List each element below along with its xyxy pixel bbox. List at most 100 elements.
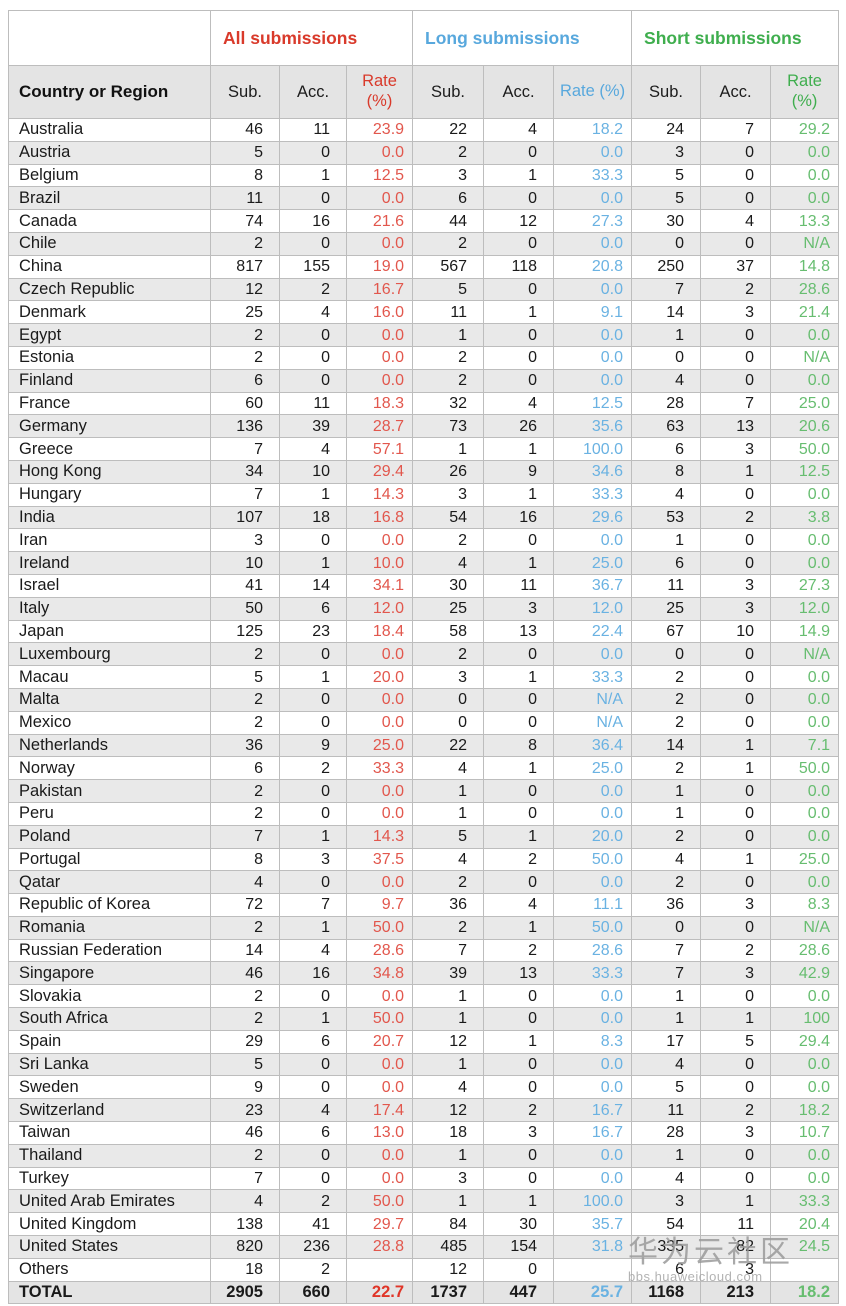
long-sub-cell: 12	[412, 1257, 485, 1282]
all-sub-cell: 2	[210, 687, 280, 712]
all-acc-cell: 18	[279, 505, 347, 530]
all-acc-cell: 1	[279, 824, 347, 849]
all-acc-cell: 6	[279, 1029, 347, 1054]
long-rate-cell: 0.0	[553, 231, 633, 256]
all-sub-cell: 7	[210, 824, 280, 849]
long-rate-cell: 25.7	[553, 1280, 633, 1305]
table-row: Others 18 2 12 0 6 3	[8, 1257, 840, 1282]
short-acc-cell: 0	[700, 482, 772, 507]
long-sub-cell: 1	[412, 984, 485, 1009]
table-row: Italy 50 6 12.0 25 3 12.0 25 3 12.0	[8, 596, 840, 621]
all-acc-cell: 6	[279, 596, 347, 621]
all-acc-cell: 0	[279, 1166, 347, 1191]
table-row: Slovakia 2 0 0.0 1 0 0.0 1 0 0.0	[8, 984, 840, 1009]
long-rate-cell: 0.0	[553, 984, 633, 1009]
all-acc-cell: 0	[279, 1143, 347, 1168]
short-rate-cell: 0.0	[770, 870, 840, 895]
long-sub-cell: 12	[412, 1029, 485, 1054]
long-rate-cell: 0.0	[553, 140, 633, 165]
all-sub-cell: 2	[210, 984, 280, 1009]
country-cell: Finland	[8, 368, 211, 393]
short-rate-cell: 33.3	[770, 1189, 840, 1214]
all-acc-cell: 2	[279, 1257, 347, 1282]
long-rate-cell: 33.3	[553, 163, 633, 188]
short-sub-cell: 2	[631, 687, 702, 712]
short-rate-cell: 12.0	[770, 596, 840, 621]
short-acc-cell: 213	[700, 1280, 772, 1305]
table-row: Luxembourg 2 0 0.0 2 0 0.0 0 0 N/A	[8, 642, 840, 667]
table-row: Malta 2 0 0.0 0 0 N/A 2 0 0.0	[8, 687, 840, 712]
all-rate-cell: 0.0	[345, 186, 414, 211]
short-sub-cell: 36	[631, 893, 702, 917]
short-acc-cell: 0	[700, 779, 772, 803]
all-sub-cell: 107	[210, 505, 280, 530]
country-cell: Netherlands	[8, 733, 211, 758]
short-sub-cell: 14	[631, 733, 702, 758]
long-sub-cell: 58	[412, 619, 485, 644]
long-acc-cell: 11	[483, 573, 555, 598]
long-sub-cell: 567	[412, 254, 485, 279]
long-acc-cell: 0	[483, 345, 555, 370]
country-or-region-header: Country or Region	[8, 65, 211, 119]
all-sub-cell: 2	[210, 642, 280, 667]
short-rate-cell: 24.5	[770, 1235, 840, 1259]
submissions-table: All submissions Long submissions Short s…	[8, 10, 840, 1305]
all-sub-cell: 7	[210, 1166, 280, 1191]
all-sub-cell: 18	[210, 1257, 280, 1282]
all-rate-cell: 0.0	[345, 1143, 414, 1168]
group-header-long-submissions: Long submissions	[412, 10, 633, 66]
long-rate-cell: 16.7	[553, 1098, 633, 1123]
long-rate-cell: 36.4	[553, 733, 633, 758]
short-sub-cell: 30	[631, 209, 702, 233]
short-acc-cell: 1	[700, 756, 772, 781]
all-sub-cell: 12	[210, 277, 280, 302]
all-sub-cell: 5	[210, 140, 280, 165]
short-acc-cell: 0	[700, 1143, 772, 1168]
country-cell: Turkey	[8, 1166, 211, 1191]
long-rate-cell: 9.1	[553, 300, 633, 325]
group-header-row: All submissions Long submissions Short s…	[8, 10, 840, 66]
all-rate-cell: 0.0	[345, 231, 414, 256]
table-row: Peru 2 0 0.0 1 0 0.0 1 0 0.0	[8, 801, 840, 826]
all-rate-cell: 0.0	[345, 710, 414, 735]
all-sub-cell: 10	[210, 551, 280, 575]
all-rate-cell: 0.0	[345, 984, 414, 1009]
table-row: Japan 125 23 18.4 58 13 22.4 67 10 14.9	[8, 619, 840, 644]
short-rate-cell: 25.0	[770, 391, 840, 416]
short-rate-cell: 25.0	[770, 847, 840, 872]
all-rate-cell: 28.8	[345, 1235, 414, 1259]
table-row: Canada 74 16 21.6 44 12 27.3 30 4 13.3	[8, 209, 840, 233]
short-acc-cell: 4	[700, 209, 772, 233]
short-acc-cell: 7	[700, 118, 772, 142]
table-row: Switzerland 23 4 17.4 12 2 16.7 11 2 18.2	[8, 1098, 840, 1123]
long-rate-cell: 36.7	[553, 573, 633, 598]
country-cell: China	[8, 254, 211, 279]
short-rate-cell: N/A	[770, 231, 840, 256]
all-sub-cell: 11	[210, 186, 280, 211]
long-rate-cell: 100.0	[553, 437, 633, 461]
short-rate-cell: 0.0	[770, 186, 840, 211]
long-rate-cell: 20.0	[553, 824, 633, 849]
long-acc-cell: 12	[483, 209, 555, 233]
country-cell: Spain	[8, 1029, 211, 1054]
all-rate-cell: 0.0	[345, 687, 414, 712]
short-sub-cell: 0	[631, 642, 702, 667]
short-rate-cell: 8.3	[770, 893, 840, 917]
all-acc-cell: 0	[279, 186, 347, 211]
country-cell: United States	[8, 1235, 211, 1259]
long-rate-cell: 0.0	[553, 323, 633, 347]
long-acc-cell: 1	[483, 300, 555, 325]
short-acc-cell: 0	[700, 345, 772, 370]
short-acc-cell: 0	[700, 186, 772, 211]
all-rate-cell: 14.3	[345, 482, 414, 507]
short-sub-cell: 3	[631, 1189, 702, 1214]
short-acc-cell: 0	[700, 323, 772, 347]
long-acc-cell: 0	[483, 368, 555, 393]
short-acc-cell: 0	[700, 1075, 772, 1100]
all-acc-cell: 0	[279, 323, 347, 347]
short-sub-cell: 6	[631, 1257, 702, 1282]
short-acc-cell: 0	[700, 163, 772, 188]
short-rate-cell: 18.2	[770, 1280, 840, 1305]
long-sub-cell: 1	[412, 437, 485, 461]
long-sub-cell: 3	[412, 665, 485, 689]
